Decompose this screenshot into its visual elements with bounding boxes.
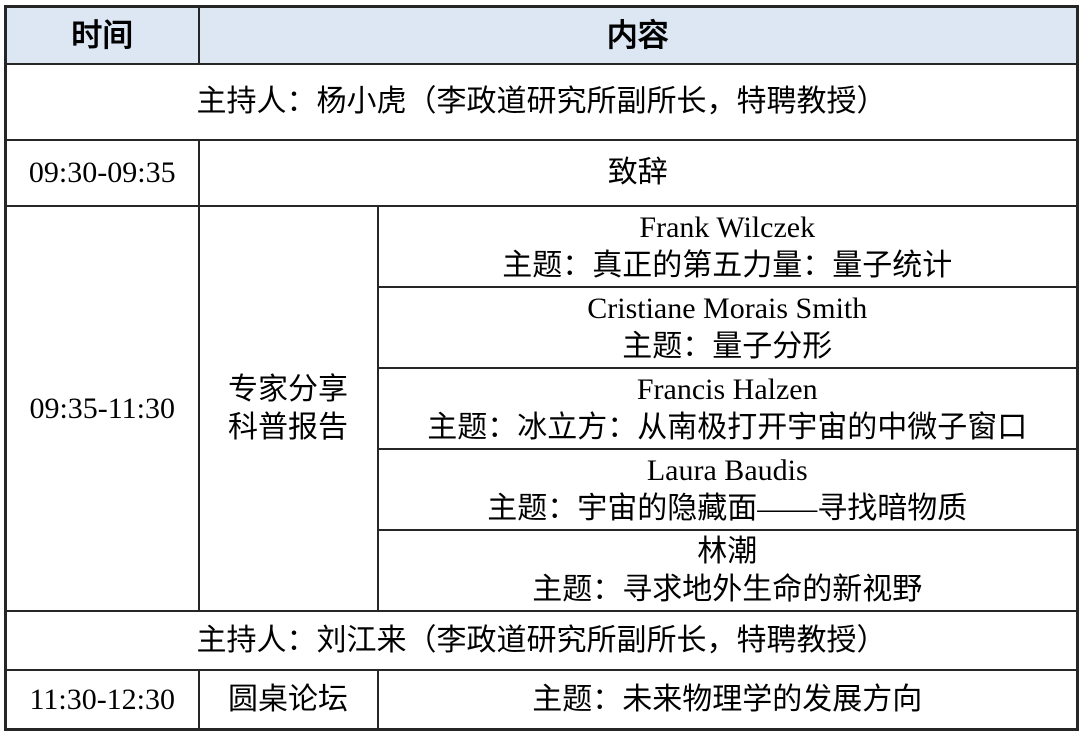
opening-time: 09:30-09:35	[4, 139, 200, 207]
speaker-topic: 主题：量子分形	[622, 329, 833, 363]
roundtable-row: 11:30-12:30 圆桌论坛 主题：未来物理学的发展方向	[4, 669, 1079, 731]
host-2-text: 主持人：刘江来（李政道研究所副所长，特聘教授）	[4, 610, 1079, 671]
host-row-2: 主持人：刘江来（李政道研究所副所长，特聘教授）	[4, 610, 1079, 671]
speaker-cell-1: Frank Wilczek 主题：真正的第五力量：量子统计	[376, 205, 1079, 288]
session-category: 专家分享 科普报告	[197, 205, 379, 612]
speaker-row-1: 09:35-11:30 专家分享 科普报告 Frank Wilczek 主题：真…	[4, 205, 1079, 612]
speaker-row-4: Laura Baudis 主题：宇宙的隐藏面——寻找暗物质	[6, 448, 1079, 531]
speaker-cell-2: Cristiane Morais Smith 主题：量子分形	[376, 286, 1079, 369]
speaker-name: 林潮	[697, 534, 758, 568]
speaker-name: Francis Halzen	[636, 372, 818, 406]
speaker-row-3: Francis Halzen 主题：冰立方：从南极打开宇宙的中微子窗口	[6, 367, 1079, 450]
speaker-name: Frank Wilczek	[639, 210, 816, 244]
speaker-topic: 主题：真正的第五力量：量子统计	[502, 248, 953, 282]
column-header-time: 时间	[4, 5, 200, 65]
speaker-cell-3: Francis Halzen 主题：冰立方：从南极打开宇宙的中微子窗口	[376, 367, 1079, 450]
host-1-text: 主持人：杨小虎（李政道研究所副所长，特聘教授）	[4, 63, 1079, 141]
speaker-cell-5: 林潮 主题：寻求地外生命的新视野	[376, 529, 1079, 612]
speaker-row-2: Cristiane Morais Smith 主题：量子分形	[6, 286, 1079, 369]
speaker-topic: 主题：宇宙的隐藏面——寻找暗物质	[487, 491, 968, 525]
session-time: 09:35-11:30	[4, 205, 200, 612]
roundtable-time: 11:30-12:30	[4, 669, 200, 731]
speaker-name: Laura Baudis	[646, 453, 808, 487]
roundtable-topic: 主题：未来物理学的发展方向	[376, 669, 1079, 731]
opening-content: 致辞	[197, 139, 1079, 207]
speaker-topic: 主题：寻求地外生命的新视野	[532, 572, 923, 606]
session-category-line1: 专家分享	[228, 372, 348, 406]
roundtable-category: 圆桌论坛	[197, 669, 379, 731]
session-category-line2: 科普报告	[228, 410, 348, 444]
agenda-table: 时间 内容 主持人：杨小虎（李政道研究所副所长，特聘教授） 09:30-09:3…	[4, 5, 1079, 731]
speaker-cell-4: Laura Baudis 主题：宇宙的隐藏面——寻找暗物质	[376, 448, 1079, 531]
table-header-row: 时间 内容	[4, 5, 1079, 65]
opening-row: 09:30-09:35 致辞	[4, 139, 1079, 207]
column-header-content: 内容	[197, 5, 1079, 65]
speaker-topic: 主题：冰立方：从南极打开宇宙的中微子窗口	[427, 410, 1028, 444]
speaker-row-5: 林潮 主题：寻求地外生命的新视野	[6, 529, 1079, 612]
host-row-1: 主持人：杨小虎（李政道研究所副所长，特聘教授）	[4, 63, 1079, 141]
speaker-name: Cristiane Morais Smith	[587, 291, 868, 325]
